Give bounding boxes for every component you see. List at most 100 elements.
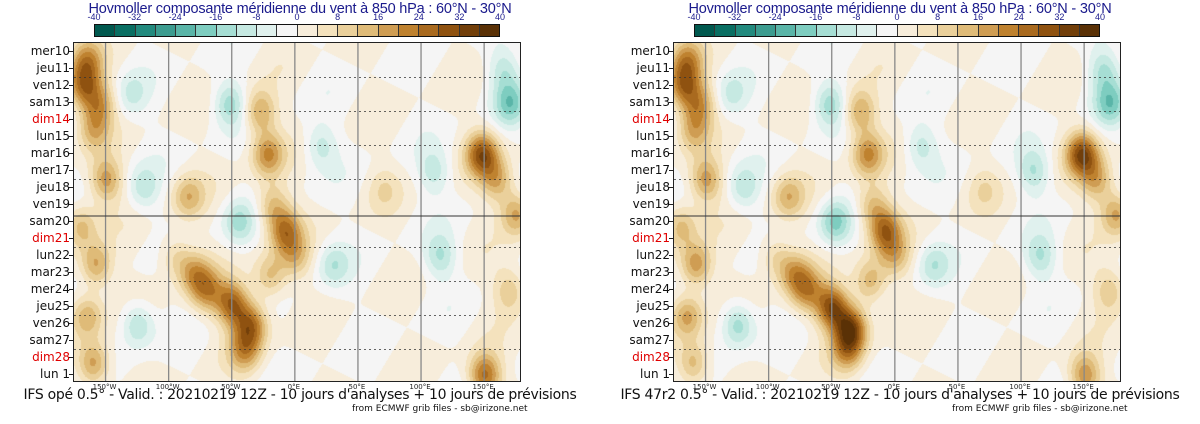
colorbar-tick-label: 24 bbox=[1013, 12, 1024, 22]
colorbar-segment bbox=[338, 25, 359, 36]
y-tick-mark bbox=[69, 136, 73, 137]
colorbar-tick-label: -8 bbox=[852, 12, 861, 22]
y-tick-mark bbox=[669, 340, 673, 341]
x-tick-label: 50°E bbox=[948, 383, 966, 391]
y-tick-mark bbox=[69, 170, 73, 171]
y-tick-label: mar16 bbox=[630, 146, 670, 160]
colorbar-segment bbox=[897, 25, 918, 36]
y-tick-label: mar23 bbox=[630, 265, 670, 279]
colorbar-tick-labels: -40 -32 -24 -16 -8 0 8 16 24 32 40 bbox=[600, 12, 1200, 23]
y-tick-label: dim21 bbox=[632, 231, 670, 245]
colorbar-segment bbox=[715, 25, 736, 36]
colorbar-segment bbox=[1079, 25, 1099, 36]
y-tick-label: lun22 bbox=[36, 248, 70, 262]
colorbar-tick-label: 32 bbox=[454, 12, 465, 22]
y-tick-mark bbox=[669, 272, 673, 273]
x-tick-label: 100°E bbox=[1009, 383, 1031, 391]
y-tick-mark bbox=[69, 221, 73, 222]
y-tick-label: ven19 bbox=[32, 197, 70, 211]
colorbar-tick-label: 0 bbox=[894, 12, 900, 22]
y-tick-mark bbox=[669, 238, 673, 239]
colorbar-tick-label: -16 bbox=[209, 12, 223, 22]
y-tick-label: mer24 bbox=[30, 282, 70, 296]
x-tick-label: 0°E bbox=[887, 383, 901, 391]
colorbar-segment bbox=[135, 25, 156, 36]
y-tick-label: sam27 bbox=[29, 333, 70, 347]
y-tick-label: jeu25 bbox=[36, 299, 70, 313]
colorbar-segment bbox=[176, 25, 197, 36]
y-tick-label: mer17 bbox=[630, 163, 670, 177]
y-tick-mark bbox=[669, 85, 673, 86]
y-tick-label: sam13 bbox=[629, 95, 670, 109]
colorbar-segment bbox=[836, 25, 857, 36]
colorbar-segment bbox=[236, 25, 257, 36]
chart-footer: IFS 47r2 0.5° - Valid. : 20210219 12Z - … bbox=[620, 387, 1180, 403]
colorbar-tick-label: 24 bbox=[413, 12, 424, 22]
y-tick-label: ven12 bbox=[32, 78, 70, 92]
y-tick-mark bbox=[669, 204, 673, 205]
colorbar-tick-label: -16 bbox=[809, 12, 823, 22]
y-tick-label: dim28 bbox=[632, 350, 670, 364]
colorbar-segment bbox=[735, 25, 756, 36]
y-tick-label: sam20 bbox=[629, 214, 670, 228]
y-tick-mark bbox=[69, 68, 73, 69]
colorbar-segment bbox=[297, 25, 318, 36]
y-tick-mark bbox=[69, 204, 73, 205]
y-tick-label: dim28 bbox=[32, 350, 70, 364]
y-tick-mark bbox=[669, 323, 673, 324]
colorbar-tick-label: -40 bbox=[87, 12, 101, 22]
y-tick-mark bbox=[69, 323, 73, 324]
y-tick-mark bbox=[669, 187, 673, 188]
colorbar-segment bbox=[695, 25, 716, 36]
colorbar-tick-label: 0 bbox=[294, 12, 300, 22]
colorbar-segment bbox=[419, 25, 440, 36]
colorbar-segment bbox=[95, 25, 116, 36]
y-tick-mark bbox=[669, 306, 673, 307]
x-tick-label: 150°W bbox=[92, 383, 117, 391]
colorbar-segment bbox=[998, 25, 1019, 36]
y-tick-mark bbox=[669, 255, 673, 256]
colorbar-segment bbox=[317, 25, 338, 36]
y-tick-label: jeu11 bbox=[636, 61, 670, 75]
colorbar-segment bbox=[155, 25, 176, 36]
colorbar-segment bbox=[439, 25, 460, 36]
y-tick-mark bbox=[69, 306, 73, 307]
grid-overlay bbox=[74, 43, 520, 381]
y-tick-label: jeu11 bbox=[36, 61, 70, 75]
y-tick-label: mer10 bbox=[630, 44, 670, 58]
colorbar-tick-label: 40 bbox=[494, 12, 506, 22]
colorbar-segment bbox=[1039, 25, 1060, 36]
y-tick-mark bbox=[69, 85, 73, 86]
heatmap-canvas bbox=[674, 43, 1120, 381]
y-tick-mark bbox=[669, 170, 673, 171]
y-tick-label: mer17 bbox=[30, 163, 70, 177]
y-tick-mark bbox=[69, 238, 73, 239]
colorbar-tick-label: -8 bbox=[252, 12, 261, 22]
hovmoller-panel-ifs-47r2: Hovmoller composante méridienne du vent … bbox=[600, 0, 1200, 424]
colorbar-segment bbox=[378, 25, 399, 36]
y-tick-label: mer10 bbox=[30, 44, 70, 58]
colorbar-tick-label: -40 bbox=[687, 12, 701, 22]
y-tick-mark bbox=[69, 119, 73, 120]
y-tick-label: jeu18 bbox=[36, 180, 70, 194]
x-tick-label: 150°W bbox=[692, 383, 717, 391]
y-tick-label: lun15 bbox=[636, 129, 670, 143]
credit-text: from ECMWF grib files - sb@irizone.net bbox=[952, 404, 1128, 414]
colorbar-segment bbox=[1059, 25, 1080, 36]
y-tick-label: lun 1 bbox=[40, 367, 70, 381]
colorbar-segment bbox=[196, 25, 217, 36]
y-tick-mark bbox=[69, 374, 73, 375]
heatmap-canvas bbox=[74, 43, 520, 381]
x-tick-label: 100°W bbox=[155, 383, 180, 391]
colorbar-tick-label: 8 bbox=[335, 12, 341, 22]
colorbar-segment bbox=[917, 25, 938, 36]
y-tick-mark bbox=[69, 153, 73, 154]
y-tick-mark bbox=[69, 187, 73, 188]
y-tick-mark bbox=[669, 221, 673, 222]
colorbar-tick-label: -24 bbox=[168, 12, 182, 22]
x-tick-label: 150°E bbox=[472, 383, 494, 391]
colorbar-tick-label: 16 bbox=[973, 12, 984, 22]
colorbar-segment bbox=[776, 25, 797, 36]
colorbar-segment bbox=[938, 25, 959, 36]
x-tick-label: 0°E bbox=[287, 383, 301, 391]
